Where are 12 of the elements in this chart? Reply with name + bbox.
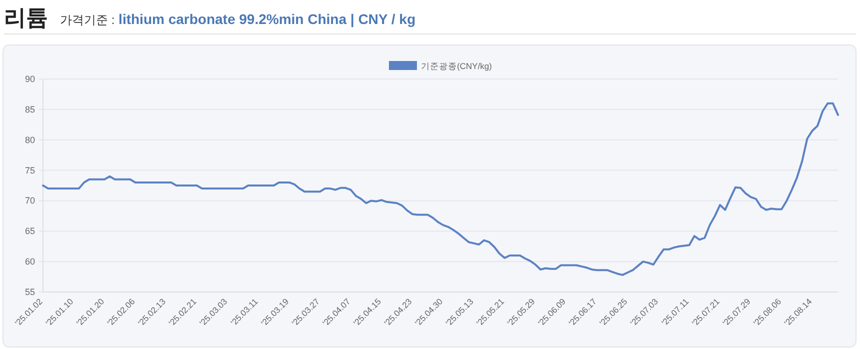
y-tick-label: 55 — [24, 287, 35, 297]
y-tick-label: 65 — [24, 226, 35, 236]
y-tick-label: 60 — [24, 256, 35, 267]
y-tick-label: 90 — [24, 74, 35, 84]
chart-title: 리튬 — [4, 5, 48, 30]
y-tick-label: 70 — [24, 196, 35, 206]
line-series — [42, 102, 839, 276]
y-tick-label: 85 — [24, 104, 35, 114]
legend-label: 기준광종(CNY/kg) — [420, 61, 492, 71]
y-tick-label: 75 — [24, 165, 35, 176]
y-tick-label: 80 — [24, 134, 35, 145]
chart-subtitle: 가격기준 : lithium carbonate 99.2%min China | CNY / kg — [60, 11, 416, 28]
